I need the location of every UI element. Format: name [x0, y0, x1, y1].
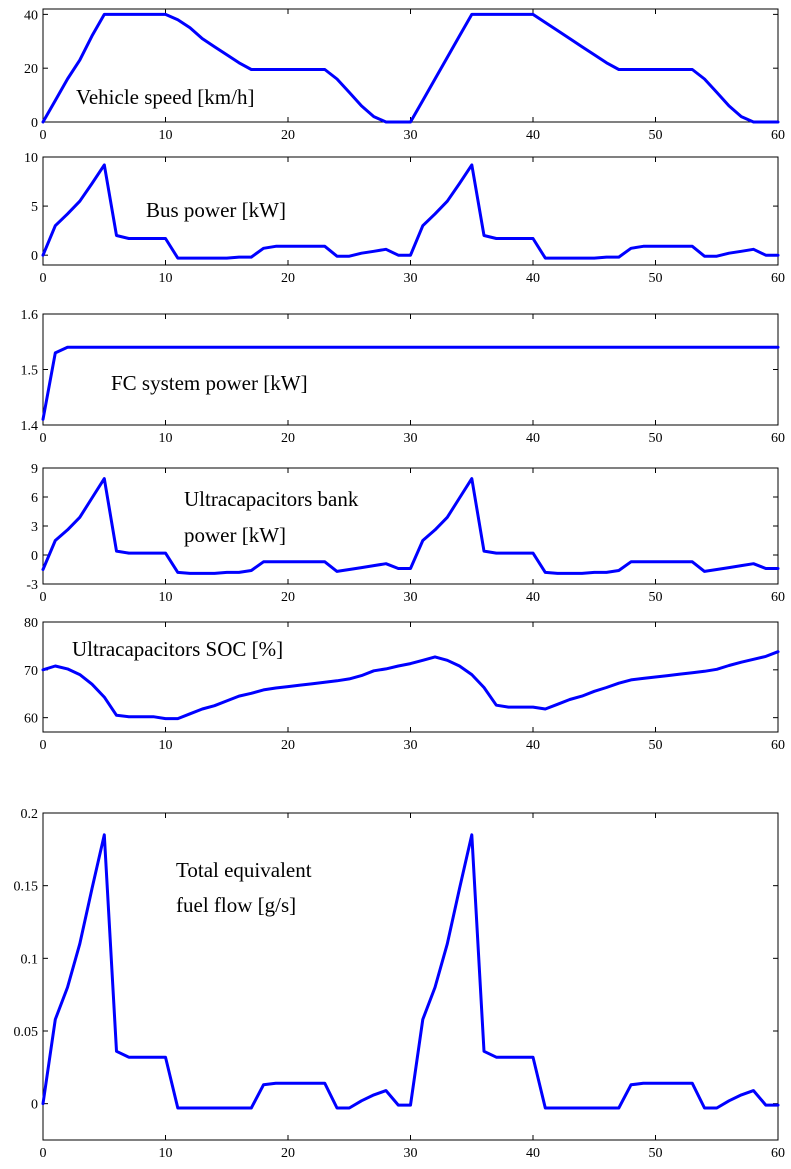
y-tick-label: 0.2	[21, 807, 39, 822]
panel-2: 0 10 20 30 40 50 60 0 5 10 Bus power [kW]	[24, 151, 785, 286]
x-tick-label: 10	[159, 431, 173, 446]
y-tick-label: 1.4	[21, 419, 39, 434]
x-tick-label: 50	[649, 590, 663, 605]
panel-5: 0 10 20 30 40 50 60 60 70 80 Ultracapacitors SOC […	[24, 616, 785, 753]
y-tick-label: 70	[24, 664, 38, 679]
x-tick-label: 0	[40, 590, 47, 605]
plot-frame	[42, 812, 779, 1141]
y-tick-label: 1.5	[21, 364, 39, 379]
x-tick-label: 50	[649, 1146, 663, 1161]
x-tick-label: 10	[159, 590, 173, 605]
series-line	[41, 650, 780, 721]
plot-frame	[42, 313, 779, 426]
y-tick-label: -3	[26, 578, 38, 593]
plot-frame	[42, 467, 779, 585]
x-tick-label: 0	[40, 431, 47, 446]
chart-annotation: Total equivalent	[176, 858, 312, 882]
series-line	[41, 477, 780, 575]
x-tick-label: 20	[281, 128, 295, 143]
y-tick-label: 0	[31, 549, 38, 564]
series-line	[41, 833, 780, 1110]
y-tick-label: 80	[24, 616, 38, 631]
y-tick-label: 0.1	[21, 952, 39, 967]
x-tick-label: 40	[526, 431, 540, 446]
x-tick-label: 10	[159, 271, 173, 286]
x-tick-label: 0	[40, 738, 47, 753]
y-tick-label: 0.15	[14, 880, 39, 895]
y-tick-label: 1.6	[21, 308, 39, 323]
chart-annotation: power [kW]	[184, 523, 286, 547]
x-tick-label: 30	[404, 271, 418, 286]
x-tick-label: 30	[404, 738, 418, 753]
series-line	[41, 163, 780, 260]
y-tick-label: 5	[31, 200, 38, 215]
x-tick-label: 0	[40, 271, 47, 286]
x-tick-label: 60	[771, 431, 785, 446]
x-tick-label: 0	[40, 128, 47, 143]
x-tick-label: 60	[771, 590, 785, 605]
x-tick-label: 20	[281, 431, 295, 446]
y-tick-label: 0.05	[14, 1025, 39, 1040]
y-tick-label: 0	[31, 1098, 38, 1113]
y-tick-label: 6	[31, 491, 38, 506]
x-tick-label: 40	[526, 271, 540, 286]
series-line	[41, 345, 780, 421]
x-tick-label: 40	[526, 128, 540, 143]
x-tick-label: 20	[281, 738, 295, 753]
chart-annotation: fuel flow [g/s]	[176, 893, 296, 917]
chart-annotation: Ultracapacitors bank	[184, 487, 359, 511]
x-tick-label: 0	[40, 1146, 47, 1161]
x-tick-label: 60	[771, 738, 785, 753]
x-tick-label: 10	[159, 738, 173, 753]
chart-annotation: Bus power [kW]	[146, 198, 286, 222]
x-tick-label: 60	[771, 1146, 785, 1161]
chart-annotation: Vehicle speed [km/h]	[76, 85, 254, 109]
y-tick-label: 10	[24, 151, 38, 166]
x-tick-label: 10	[159, 128, 173, 143]
x-tick-label: 50	[649, 738, 663, 753]
x-tick-label: 50	[649, 431, 663, 446]
chart-annotation: Ultracapacitors SOC [%]	[72, 637, 283, 661]
x-tick-label: 60	[771, 271, 785, 286]
x-tick-label: 20	[281, 1146, 295, 1161]
plot-frame	[42, 8, 779, 123]
x-tick-label: 30	[404, 1146, 418, 1161]
chart-annotation: FC system power [kW]	[111, 371, 308, 395]
x-tick-label: 40	[526, 738, 540, 753]
x-tick-label: 50	[649, 271, 663, 286]
x-tick-label: 60	[771, 128, 785, 143]
y-tick-label: 60	[24, 712, 38, 727]
y-tick-label: 3	[31, 520, 38, 535]
x-tick-label: 50	[649, 128, 663, 143]
panel-6: 0 10 20 30 40 50 60 0 0.05 0.1 0.15 0.2 Total equiva…	[14, 807, 786, 1161]
x-tick-label: 10	[159, 1146, 173, 1161]
series-line	[41, 12, 780, 124]
x-tick-label: 30	[404, 431, 418, 446]
y-tick-label: 0	[31, 249, 38, 264]
y-tick-label: 20	[24, 62, 38, 77]
panel-3: 0 10 20 30 40 50 60 1.4 1.5 1.6 FC system power [k…	[21, 308, 786, 446]
y-tick-label: 0	[31, 116, 38, 131]
panel-1: 0 10 20 30 40 50 60 0 20 40 Vehicle speed [km/h]	[24, 8, 785, 143]
x-tick-label: 30	[404, 128, 418, 143]
x-tick-label: 30	[404, 590, 418, 605]
x-tick-label: 40	[526, 1146, 540, 1161]
x-tick-label: 20	[281, 271, 295, 286]
y-tick-label: 40	[24, 8, 38, 23]
y-tick-label: 9	[31, 462, 38, 477]
x-tick-label: 20	[281, 590, 295, 605]
x-tick-label: 40	[526, 590, 540, 605]
